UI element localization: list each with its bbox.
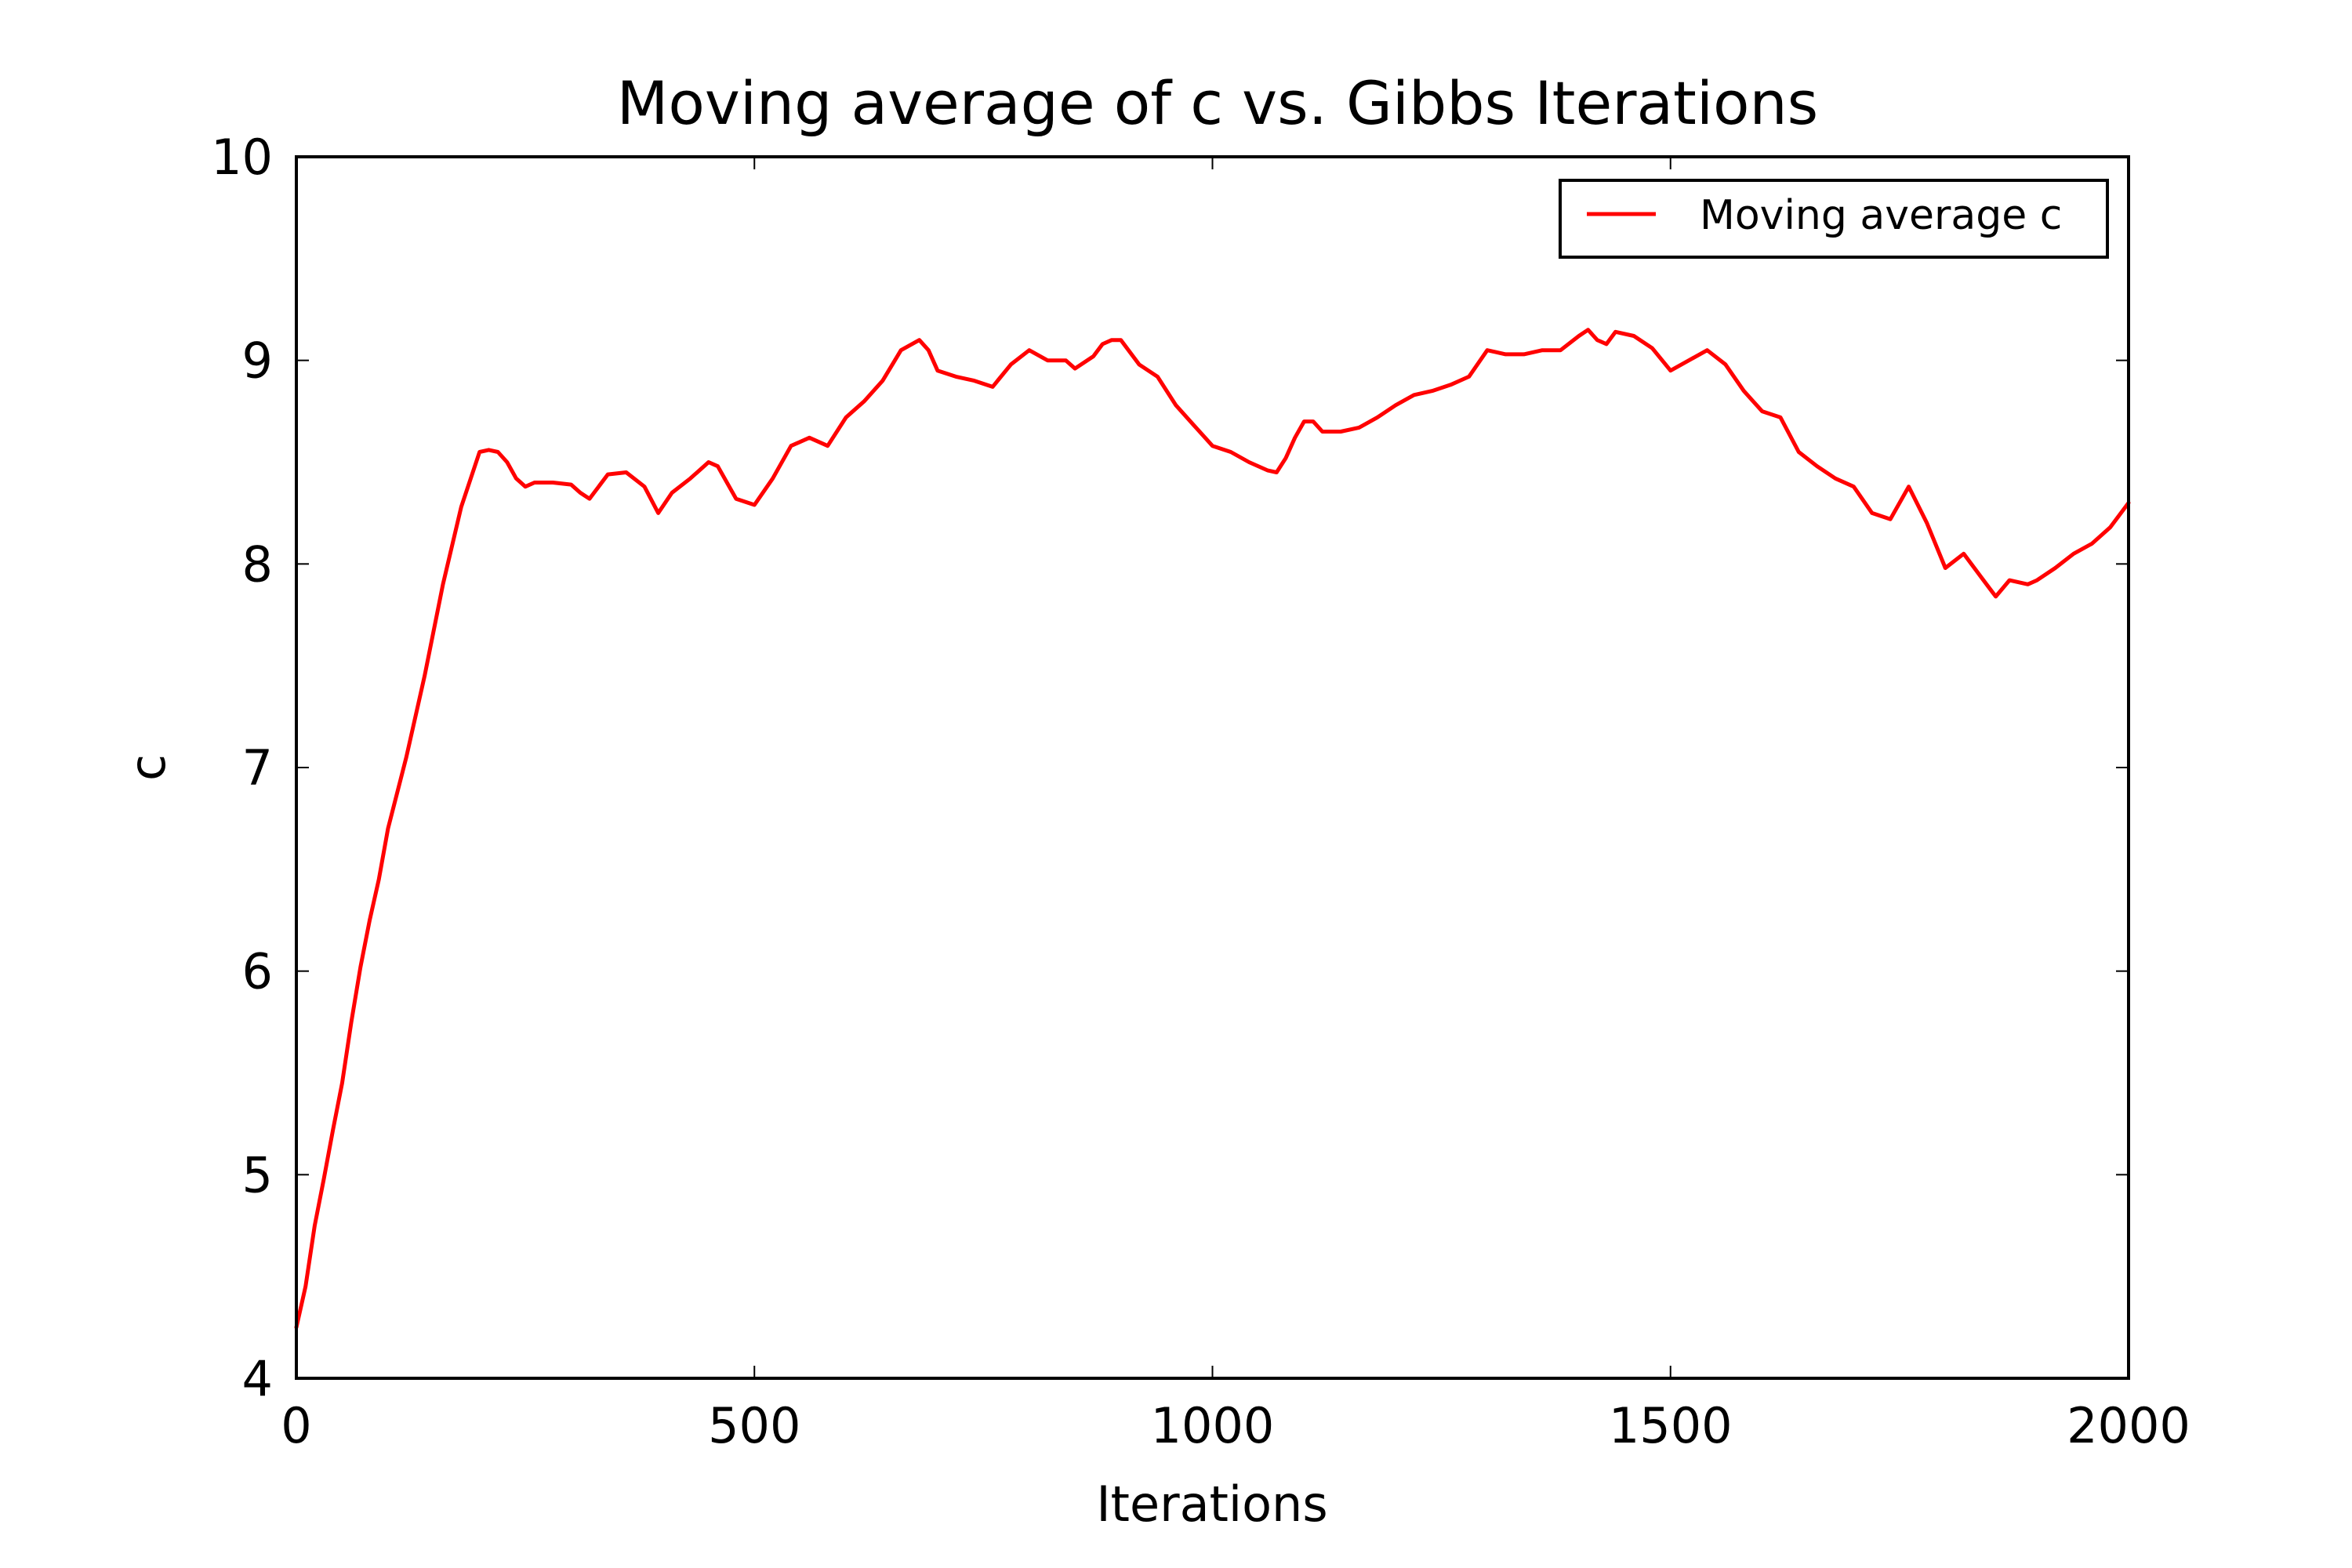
series-line-0 [294,328,2131,1330]
y-tick-label: 7 [242,739,273,797]
x-tick-label: 0 [281,1397,311,1454]
plot-frame [295,155,2130,1380]
y-tick-label: 5 [242,1146,273,1203]
y-tick-label: 9 [242,332,273,390]
x-tick-label: 2000 [2067,1397,2190,1454]
y-tick-label: 8 [242,535,273,593]
y-axis-label: c [119,754,176,781]
x-tick-label: 1500 [1609,1397,1733,1454]
y-tick-label: 10 [211,129,273,186]
axis-tick-labels: 0 500 1000 1500 2000 4 5 6 7 8 9 10 [211,129,2190,1454]
legend: Moving average c [1559,179,2109,259]
x-tick-label: 1000 [1151,1397,1275,1454]
y-tick-label: 4 [242,1350,273,1407]
plot-area [294,328,2131,1330]
x-tick-label: 500 [708,1397,800,1454]
chart-title: Moving average of c vs. Gibbs Iterations [617,68,1818,138]
legend-label: Moving average c [1700,192,2062,239]
legend-box [1559,179,2109,259]
y-tick-label: 6 [242,943,273,1000]
x-axis-label: Iterations [1096,1475,1327,1533]
